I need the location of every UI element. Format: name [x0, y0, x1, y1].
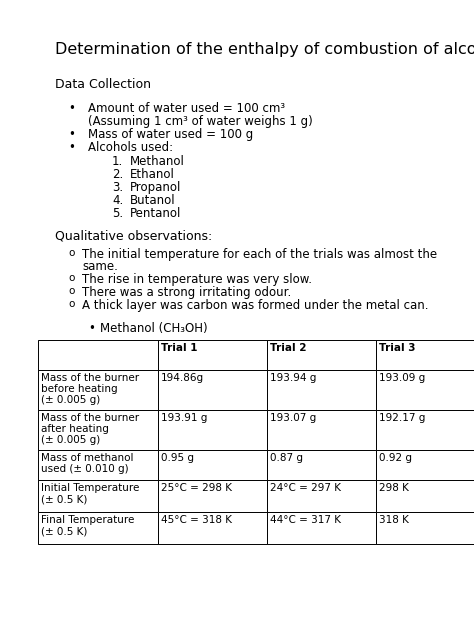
Text: 1.: 1. — [112, 155, 123, 168]
Text: 44°C = 317 K: 44°C = 317 K — [270, 515, 341, 525]
Text: (Assuming 1 cm³ of water weighs 1 g): (Assuming 1 cm³ of water weighs 1 g) — [88, 115, 313, 128]
Bar — [267, 480, 376, 512]
Bar — [158, 340, 267, 370]
Bar — [267, 410, 376, 450]
Text: •: • — [68, 128, 75, 141]
Text: (± 0.5 K): (± 0.5 K) — [41, 526, 87, 536]
Text: 24°C = 297 K: 24°C = 297 K — [270, 483, 341, 493]
Bar — [376, 450, 474, 480]
Text: o: o — [68, 286, 74, 296]
Text: Mass of the burner: Mass of the burner — [41, 373, 139, 383]
Text: Alcohols used:: Alcohols used: — [88, 141, 173, 154]
Text: The rise in temperature was very slow.: The rise in temperature was very slow. — [82, 273, 312, 286]
Text: Mass of the burner: Mass of the burner — [41, 413, 139, 423]
Bar — [376, 410, 474, 450]
Bar — [158, 480, 267, 512]
Text: used (± 0.010 g): used (± 0.010 g) — [41, 464, 128, 474]
Text: o: o — [68, 273, 74, 283]
Text: Mass of water used = 100 g: Mass of water used = 100 g — [88, 128, 253, 141]
Text: (± 0.5 K): (± 0.5 K) — [41, 494, 87, 504]
Text: Trial 3: Trial 3 — [379, 343, 416, 353]
Text: Data Collection: Data Collection — [55, 78, 151, 91]
Text: 194.86g: 194.86g — [161, 373, 204, 383]
Text: Trial 1: Trial 1 — [161, 343, 198, 353]
Text: There was a strong irritating odour.: There was a strong irritating odour. — [82, 286, 291, 299]
Text: (± 0.005 g): (± 0.005 g) — [41, 435, 100, 445]
Text: 193.94 g: 193.94 g — [270, 373, 316, 383]
Text: 2.: 2. — [112, 168, 123, 181]
Text: same.: same. — [82, 260, 118, 273]
Text: Mass of methanol: Mass of methanol — [41, 453, 134, 463]
Bar — [376, 340, 474, 370]
Text: 193.09 g: 193.09 g — [379, 373, 425, 383]
Text: before heating: before heating — [41, 384, 118, 394]
Bar — [267, 370, 376, 410]
Text: Trial 2: Trial 2 — [270, 343, 307, 353]
Bar — [38, 480, 158, 512]
Text: The initial temperature for each of the trials was almost the: The initial temperature for each of the … — [82, 248, 437, 261]
Bar — [38, 450, 158, 480]
Text: Amount of water used = 100 cm³: Amount of water used = 100 cm³ — [88, 102, 285, 115]
Text: 4.: 4. — [112, 194, 123, 207]
Bar — [267, 340, 376, 370]
Bar — [38, 512, 158, 544]
Text: •: • — [88, 322, 95, 335]
Text: Initial Temperature: Initial Temperature — [41, 483, 139, 493]
Text: 193.07 g: 193.07 g — [270, 413, 316, 423]
Text: 318 K: 318 K — [379, 515, 409, 525]
Bar — [158, 512, 267, 544]
Bar — [158, 370, 267, 410]
Text: 298 K: 298 K — [379, 483, 409, 493]
Text: 192.17 g: 192.17 g — [379, 413, 425, 423]
Bar — [267, 450, 376, 480]
Text: (± 0.005 g): (± 0.005 g) — [41, 395, 100, 405]
Text: A thick layer was carbon was formed under the metal can.: A thick layer was carbon was formed unde… — [82, 299, 428, 312]
Text: 0.87 g: 0.87 g — [270, 453, 303, 463]
Text: •: • — [68, 102, 75, 115]
Text: 0.95 g: 0.95 g — [161, 453, 194, 463]
Text: Qualitative observations:: Qualitative observations: — [55, 230, 212, 243]
Text: 193.91 g: 193.91 g — [161, 413, 207, 423]
Bar — [376, 480, 474, 512]
Text: Propanol: Propanol — [130, 181, 182, 194]
Text: 45°C = 318 K: 45°C = 318 K — [161, 515, 232, 525]
Text: Final Temperature: Final Temperature — [41, 515, 134, 525]
Bar — [158, 450, 267, 480]
Bar — [158, 410, 267, 450]
Bar — [38, 370, 158, 410]
Text: 3.: 3. — [112, 181, 123, 194]
Text: Pentanol: Pentanol — [130, 207, 182, 220]
Text: Determination of the enthalpy of combustion of alcohols: Determination of the enthalpy of combust… — [55, 42, 474, 57]
Text: o: o — [68, 299, 74, 309]
Text: 5.: 5. — [112, 207, 123, 220]
Text: 0.92 g: 0.92 g — [379, 453, 412, 463]
Text: Ethanol: Ethanol — [130, 168, 175, 181]
Bar — [267, 512, 376, 544]
Text: Methanol: Methanol — [130, 155, 185, 168]
Text: Methanol (CH₃OH): Methanol (CH₃OH) — [100, 322, 208, 335]
Text: Butanol: Butanol — [130, 194, 176, 207]
Bar — [376, 370, 474, 410]
Text: o: o — [68, 248, 74, 258]
Text: •: • — [68, 141, 75, 154]
Bar — [38, 410, 158, 450]
Bar — [38, 340, 158, 370]
Text: after heating: after heating — [41, 424, 109, 434]
Bar — [376, 512, 474, 544]
Text: 25°C = 298 K: 25°C = 298 K — [161, 483, 232, 493]
